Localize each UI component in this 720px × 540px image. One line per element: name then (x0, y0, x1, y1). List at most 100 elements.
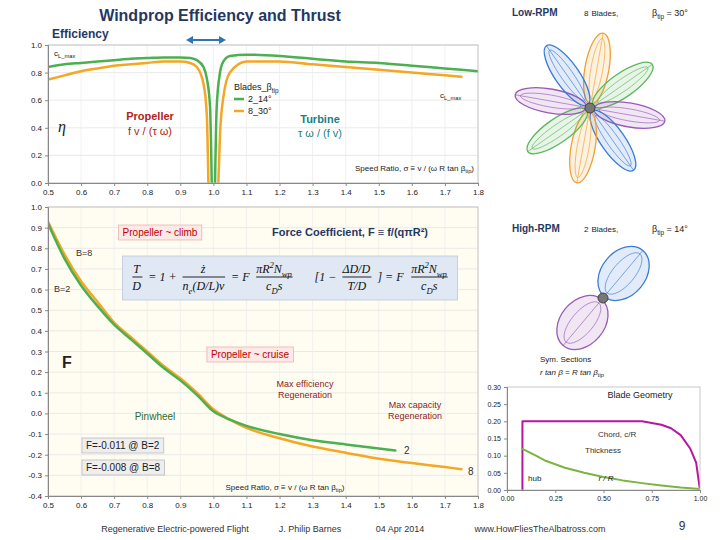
blade-section (545, 47, 590, 104)
tick-label: 0.00 (487, 487, 501, 494)
label: T (133, 262, 141, 276)
tick-label: 0.9 (175, 188, 187, 197)
grid-line (345, 45, 346, 183)
x-axis: 0.000.250.500.751.00 (501, 490, 708, 502)
axis-line (49, 497, 479, 500)
label-box (119, 225, 202, 240)
blades (513, 31, 667, 185)
chart: 0.50.60.70.80.91.01.11.21.31.41.51.61.71… (31, 27, 485, 197)
tick-label: 0.7 (31, 265, 43, 274)
chart: 0.000.250.500.751.000.000.050.100.150.20… (487, 355, 707, 502)
text-part: L_max (58, 53, 75, 59)
tick: 0.8 (142, 496, 154, 510)
slide-background (0, 0, 720, 540)
propeller-illustration: Low-RPM8Blades,βtip = 30° (512, 7, 688, 185)
text-part: 8 (584, 9, 589, 18)
text-part: tip (598, 372, 605, 378)
blade-count: 8Blades, (584, 9, 618, 18)
tick-mark (45, 248, 48, 249)
tick-mark (45, 100, 48, 101)
tick: 1.3 (308, 496, 320, 510)
text-part: = 30° (664, 8, 688, 18)
tick-label: 1.1 (241, 501, 253, 510)
legend: Blades_βtip2_14° 8_30° (234, 82, 279, 116)
label: cDs (421, 279, 438, 296)
axis-line (508, 491, 701, 494)
tick-mark (504, 473, 507, 474)
tick: 0.5 (43, 496, 55, 510)
tick-mark (45, 73, 48, 74)
text-part: L_max (444, 95, 461, 101)
grid-line (411, 207, 412, 496)
annotation: η (58, 118, 66, 136)
tick: 1.0 (31, 41, 48, 50)
blades (546, 236, 659, 359)
annotation: hub (528, 474, 542, 483)
slide-title: Windprop Efficiency and Thrust (99, 7, 341, 24)
tick: 0.75 (645, 490, 659, 502)
legend-title: Blades_βtip (234, 82, 279, 95)
legend-entry: 8_30° (248, 106, 272, 116)
tick: 0.15 (487, 435, 507, 442)
tick-label: 0.3 (31, 348, 43, 357)
tick: 0.1 (31, 389, 48, 398)
tick-label: 0.05 (487, 470, 501, 477)
label: ne(D/L)v (183, 279, 226, 296)
tick-label: 1.2 (274, 501, 286, 510)
blade-section (529, 108, 586, 153)
tick-label: 1.0 (208, 501, 220, 510)
series-group (522, 421, 700, 490)
plot-frame (48, 45, 478, 183)
tick: 1.7 (440, 183, 452, 197)
tick-label: 0.6 (31, 286, 43, 295)
tick: -0.3 (28, 471, 48, 480)
tick: 1.6 (407, 183, 419, 197)
tick-label: 1.4 (341, 188, 353, 197)
series-label: B=8 (76, 248, 92, 258)
text-part: 2 (584, 225, 589, 234)
tick: 0.5 (43, 183, 55, 197)
blade-outline (537, 39, 598, 112)
tick: 0.30 (487, 384, 507, 391)
label: ż (200, 262, 206, 276)
tick-label: 1.00 (694, 495, 708, 502)
tick: 1.5 (374, 496, 386, 510)
text-part: πR (256, 262, 270, 276)
blade-count: 2Blades, (584, 225, 618, 234)
tick: 1.8 (473, 183, 485, 197)
grid-line (279, 45, 280, 183)
annotation: Max efficiency (277, 379, 334, 389)
tick-label: 1.8 (473, 501, 485, 510)
grid-line (48, 372, 478, 373)
annotation: Regeneration (278, 390, 332, 400)
fraction-bar (132, 277, 142, 278)
grid-line (378, 207, 379, 496)
grid-line (213, 45, 214, 183)
annotation: Propeller (126, 110, 174, 122)
text-part: πR (411, 262, 425, 276)
tick: 1.5 (374, 183, 386, 197)
text-part: tip (272, 87, 279, 95)
tick: 0.2 (31, 368, 48, 377)
tick-mark (45, 207, 48, 208)
tick-mark (81, 496, 82, 499)
tick-label: 1.0 (31, 41, 43, 50)
tick-mark (45, 434, 48, 435)
annotation: Turbine (300, 113, 340, 125)
equation-box (122, 256, 457, 300)
blade-spar (604, 251, 643, 297)
tick-label: 0.7 (109, 501, 121, 510)
axis-line (504, 388, 508, 491)
chart-title: Blade Geometry (607, 390, 673, 400)
grid-line (444, 45, 445, 183)
label: D (131, 279, 141, 293)
axis-title: r / R (598, 474, 613, 483)
tick: 1.7 (440, 496, 452, 510)
label: πR2Nwp (411, 260, 447, 278)
tick: 0.0 (31, 409, 48, 418)
tick: 1.00 (694, 490, 708, 502)
tick-label: 1.6 (407, 501, 419, 510)
grid-line (180, 207, 181, 496)
tick: 0.6 (76, 183, 88, 197)
legend-entry: 2_14° (248, 94, 272, 104)
